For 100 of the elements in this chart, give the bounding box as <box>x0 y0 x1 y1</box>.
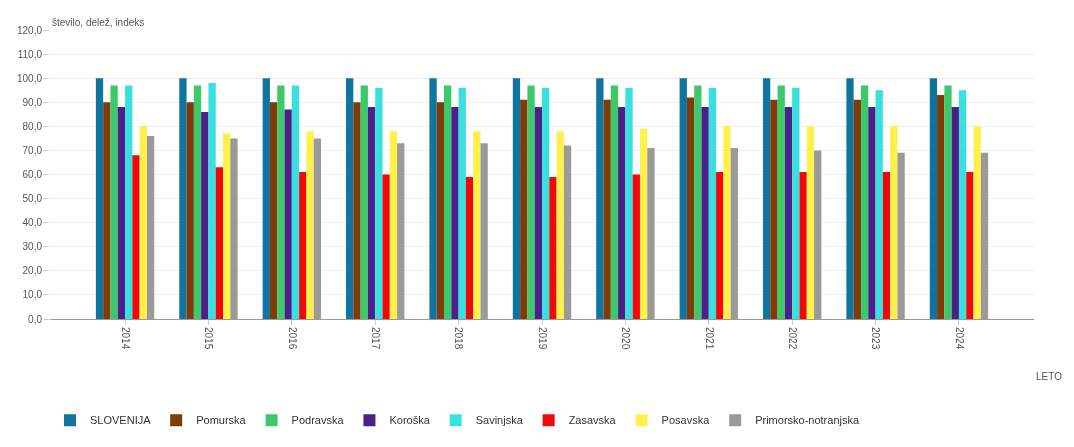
bar <box>299 172 307 319</box>
legend-label: Podravska <box>291 414 345 427</box>
legend-label: SLOVENIJA <box>90 414 152 427</box>
bar <box>95 78 104 319</box>
bar <box>944 85 952 319</box>
bar <box>875 90 883 319</box>
x-tick-label: 2014 <box>119 327 131 350</box>
bar <box>694 85 702 319</box>
bar <box>262 78 270 319</box>
bar <box>890 126 898 319</box>
bar <box>686 97 695 319</box>
bar <box>958 90 967 319</box>
bar <box>868 107 876 319</box>
x-tick-label: 2015 <box>203 327 215 350</box>
bar <box>451 107 459 319</box>
bar <box>520 99 528 319</box>
bar <box>556 131 564 319</box>
x-tick-label: 2024 <box>953 327 965 350</box>
bar <box>708 87 717 319</box>
bar <box>937 95 945 319</box>
bar <box>201 111 209 319</box>
bar <box>465 176 474 319</box>
bar <box>951 107 959 319</box>
bar <box>701 107 709 319</box>
bar <box>291 85 300 319</box>
bar <box>458 87 466 319</box>
bar <box>473 131 481 319</box>
x-tick-label: 2021 <box>703 327 715 350</box>
y-tick-label: 30,0 <box>22 241 43 253</box>
bar <box>542 87 550 319</box>
bar <box>618 107 626 319</box>
bar <box>389 131 398 319</box>
legend-label: Savinjska <box>475 414 524 427</box>
bar <box>846 78 854 319</box>
bar <box>360 85 368 319</box>
y-tick-label: 100,0 <box>16 72 43 84</box>
x-tick-label: 2019 <box>536 327 548 350</box>
bar <box>777 85 785 319</box>
y-tick-label: 60,0 <box>22 169 43 180</box>
bar <box>382 174 390 319</box>
x-tick-label: 2017 <box>369 327 381 350</box>
bar <box>723 126 731 319</box>
x-tick-label: 2016 <box>286 327 298 350</box>
bar <box>215 167 224 319</box>
x-tick-label: 2020 <box>620 327 632 350</box>
bar <box>603 99 611 319</box>
bar <box>436 102 445 319</box>
y-tick-label: 90,0 <box>22 96 43 108</box>
bar <box>193 85 202 319</box>
bar <box>784 107 793 319</box>
bar <box>860 85 869 319</box>
legend-label: Pomurska <box>196 414 247 427</box>
bar <box>208 82 216 319</box>
bar <box>512 78 521 319</box>
bar <box>527 85 535 319</box>
bar <box>284 109 292 319</box>
bar <box>679 78 687 319</box>
bar <box>973 126 981 319</box>
bar <box>853 99 861 319</box>
y-tick-label: 120,0 <box>16 24 43 36</box>
bar <box>625 87 633 319</box>
bar <box>186 102 194 319</box>
bar <box>103 102 111 319</box>
y-axis-title: število, delež, indeks <box>52 17 145 28</box>
bar <box>444 85 452 319</box>
bar <box>375 87 383 319</box>
x-axis-title: LETO <box>1036 371 1063 382</box>
bar <box>346 78 354 319</box>
bar <box>716 172 724 319</box>
x-tick-label: 2023 <box>870 327 882 350</box>
bar <box>429 78 437 319</box>
bar <box>139 126 147 319</box>
bar <box>792 87 800 319</box>
bar <box>966 172 974 319</box>
legend-label: Koroška <box>389 414 431 427</box>
bar <box>929 78 938 319</box>
bar <box>882 172 891 319</box>
legend-label: Primorsko-notranjska <box>755 414 860 427</box>
y-tick-label: 80,0 <box>22 120 43 132</box>
bar <box>610 85 619 319</box>
x-tick-label: 2018 <box>453 327 465 350</box>
bar <box>117 107 126 319</box>
bar <box>306 131 314 319</box>
bar <box>269 102 278 319</box>
bar <box>549 176 557 319</box>
x-tick-label: 2022 <box>786 327 798 350</box>
y-tick-label: 70,0 <box>22 144 43 156</box>
y-tick-label: 10,0 <box>22 289 43 301</box>
bar <box>534 107 542 319</box>
bar <box>277 85 285 319</box>
bar <box>639 128 648 319</box>
legend-label: Zasavska <box>568 414 617 427</box>
y-tick-label: 50,0 <box>22 193 43 205</box>
bar <box>223 133 231 319</box>
bar <box>770 99 778 319</box>
bar <box>353 102 361 319</box>
bar <box>632 174 640 319</box>
y-tick-label: 20,0 <box>22 265 43 277</box>
bar <box>132 155 140 319</box>
bar <box>367 107 376 319</box>
